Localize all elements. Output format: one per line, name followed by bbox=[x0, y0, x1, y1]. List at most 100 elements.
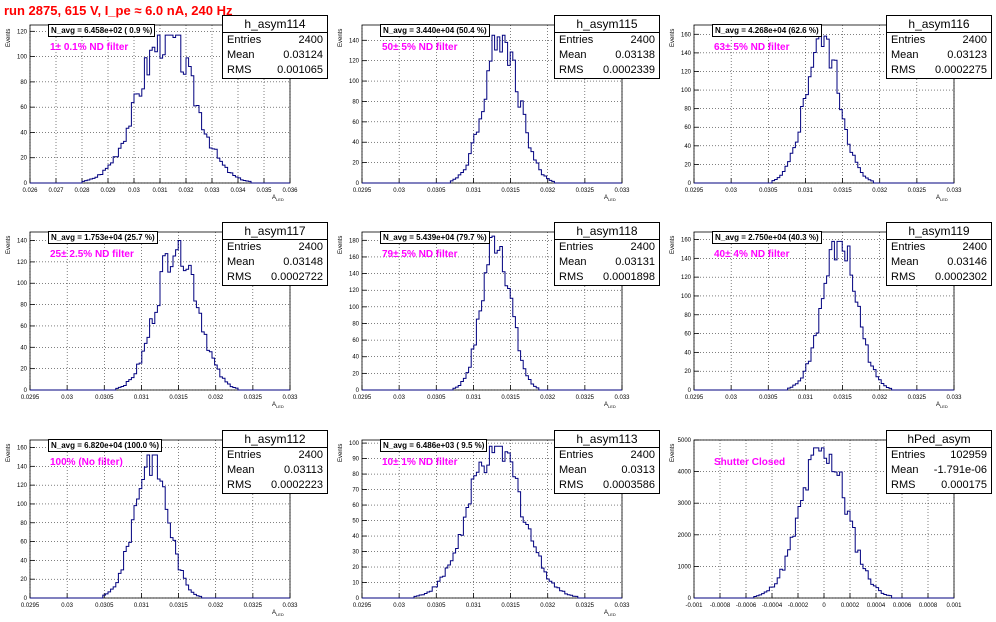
x-tick-label: 0.0325 bbox=[244, 603, 263, 609]
y-tick-label: 100 bbox=[349, 79, 360, 85]
histogram-line bbox=[30, 34, 290, 184]
x-axis-label: ALED bbox=[604, 610, 616, 618]
stats-box: h_asym113 Entries 2400 Mean 0.0313 RMS 0.00035… bbox=[554, 430, 660, 494]
y-tick-label: 120 bbox=[681, 275, 692, 281]
x-tick-label: 0.032 bbox=[208, 395, 224, 401]
y-tick-label: 80 bbox=[684, 313, 691, 319]
plot-frame bbox=[361, 439, 623, 599]
y-tick-label: 40 bbox=[684, 350, 691, 356]
histogram-svg: 0.0295 0.03 0.0305 0.031 0.0315 0.032 0.0325 0.… bbox=[349, 439, 630, 609]
x-tick-label: 0.033 bbox=[204, 188, 220, 194]
x-tick-label: 0.0004 bbox=[867, 603, 886, 609]
histogram-svg: 0.0295 0.03 0.0305 0.031 0.0315 0.032 0.0325 0.… bbox=[349, 24, 630, 194]
y-tick-label: 160 bbox=[681, 32, 692, 38]
x-tick-label: 0.031 bbox=[134, 603, 150, 609]
x-tick-label: 0.033 bbox=[946, 188, 962, 194]
y-tick-label: 60 bbox=[20, 540, 27, 546]
y-tick-label: 100 bbox=[17, 502, 28, 508]
stats-value: 0.0002722 bbox=[271, 271, 323, 283]
stats-row-rms: RMS 0.001065 bbox=[223, 63, 327, 78]
histogram-name: hPed_asym bbox=[887, 431, 991, 448]
x-tick-label: 0.0325 bbox=[576, 395, 595, 401]
stats-box: h_asym116 Entries 2400 Mean 0.03123 RMS 0.0002… bbox=[886, 15, 992, 79]
x-tick-label: 0.028 bbox=[74, 188, 90, 194]
x-tick-label: 0.0295 bbox=[353, 188, 372, 194]
x-tick-label: 0.033 bbox=[614, 188, 630, 194]
x-tick-label: 0.0295 bbox=[685, 395, 704, 401]
x-tick-label: 0.033 bbox=[282, 395, 298, 401]
stats-value: 102959 bbox=[950, 449, 987, 461]
histogram-line bbox=[30, 240, 290, 391]
y-tick-label: 120 bbox=[17, 29, 28, 35]
x-tick-label: 0.03 bbox=[725, 188, 737, 194]
y-tick-label: 120 bbox=[17, 483, 28, 489]
x-tick-label: 0.033 bbox=[282, 603, 298, 609]
x-tick-label: 0.033 bbox=[946, 395, 962, 401]
x-tick-label: 0.031 bbox=[152, 188, 168, 194]
y-tick-label: 60 bbox=[684, 125, 691, 131]
y-axis-label: Events bbox=[338, 443, 344, 462]
stats-key: Entries bbox=[559, 449, 594, 461]
y-tick-label: 0 bbox=[24, 181, 28, 187]
filter-label: Shutter Closed bbox=[714, 457, 786, 468]
stats-row-entries: Entries 102959 bbox=[887, 448, 991, 463]
x-tick-label: 0.0315 bbox=[833, 188, 852, 194]
histogram-svg: 0.0295 0.03 0.0305 0.031 0.0315 0.032 0.0325 0.… bbox=[681, 231, 962, 401]
x-tick-label: 0.0315 bbox=[501, 603, 520, 609]
y-tick-label: 0 bbox=[688, 596, 692, 602]
histogram-name: h_asym114 bbox=[223, 16, 327, 33]
stats-value: 2400 bbox=[630, 34, 655, 46]
y-tick-label: 100 bbox=[17, 55, 28, 61]
y-tick-label: 40 bbox=[684, 144, 691, 150]
navg-label: N_avg = 6.486e+03 ( 9.5 %) bbox=[380, 439, 488, 452]
stats-key: RMS bbox=[891, 64, 916, 76]
y-tick-label: 100 bbox=[681, 88, 692, 94]
x-tick-label: 0.001 bbox=[946, 603, 962, 609]
y-tick-label: 140 bbox=[349, 38, 360, 44]
y-tick-label: 20 bbox=[20, 367, 27, 373]
x-axis-label: ALED bbox=[272, 195, 284, 203]
y-tick-label: 0 bbox=[24, 596, 28, 602]
x-tick-label: 0.032 bbox=[540, 395, 556, 401]
x-tick-label: 0.0305 bbox=[427, 603, 446, 609]
y-axis-label: Events bbox=[6, 443, 12, 462]
stats-value: 0.03113 bbox=[284, 464, 323, 476]
navg-label: N_avg = 1.753e+04 (25.7 %) bbox=[48, 231, 158, 244]
x-tick-label: 0.033 bbox=[614, 603, 630, 609]
stats-box: h_asym114 Entries 2400 Mean 0.03124 RMS 0.0010… bbox=[222, 15, 328, 79]
histogram-panel-h_asym119: 0.0295 0.03 0.0305 0.031 0.0315 0.032 0.0325 0.… bbox=[664, 222, 996, 412]
stats-row-mean: Mean 0.0313 bbox=[555, 463, 659, 478]
stats-row-rms: RMS 0.0002722 bbox=[223, 270, 327, 285]
y-tick-label: 40 bbox=[20, 345, 27, 351]
y-tick-label: 60 bbox=[684, 332, 691, 338]
y-tick-label: 80 bbox=[20, 521, 27, 527]
stats-value: -1.791e-06 bbox=[933, 464, 987, 476]
histogram-panel-h_asym117: 0.0295 0.03 0.0305 0.031 0.0315 0.032 0.0325 0.… bbox=[0, 222, 332, 412]
navg-label: N_avg = 6.820e+04 (100.0 %) bbox=[48, 439, 163, 452]
stats-row-entries: Entries 2400 bbox=[555, 240, 659, 255]
stats-row-rms: RMS 0.0002339 bbox=[555, 63, 659, 78]
y-tick-label: 80 bbox=[20, 80, 27, 86]
histogram-name: h_asym118 bbox=[555, 223, 659, 240]
stats-key: RMS bbox=[227, 479, 252, 491]
y-tick-label: 40 bbox=[352, 355, 359, 361]
stats-row-rms: RMS 0.0003586 bbox=[555, 478, 659, 493]
y-tick-label: 80 bbox=[352, 99, 359, 105]
stats-key: Entries bbox=[227, 241, 262, 253]
x-tick-label: 0.032 bbox=[872, 188, 888, 194]
stats-row-mean: Mean -1.791e-06 bbox=[887, 463, 991, 478]
y-tick-label: 20 bbox=[352, 161, 359, 167]
x-tick-label: -0.0006 bbox=[736, 603, 757, 609]
x-tick-label: -0.0008 bbox=[710, 603, 731, 609]
stats-box: h_asym112 Entries 2400 Mean 0.03113 RMS 0.0002… bbox=[222, 430, 328, 494]
stats-key: Entries bbox=[559, 241, 594, 253]
y-tick-label: 100 bbox=[681, 294, 692, 300]
y-tick-label: 0 bbox=[356, 181, 360, 187]
x-tick-label: 0.0325 bbox=[576, 188, 595, 194]
stats-box: h_asym117 Entries 2400 Mean 0.03148 RMS 0.0002… bbox=[222, 222, 328, 286]
x-tick-label: 0.031 bbox=[798, 188, 814, 194]
stats-box: h_asym115 Entries 2400 Mean 0.03138 RMS 0.0002… bbox=[554, 15, 660, 79]
stats-key: RMS bbox=[559, 271, 584, 283]
x-tick-label: 0.0305 bbox=[95, 603, 114, 609]
histogram-panel-h_asym112: 0.0295 0.03 0.0305 0.031 0.0315 0.032 0.0325 0.… bbox=[0, 430, 332, 620]
